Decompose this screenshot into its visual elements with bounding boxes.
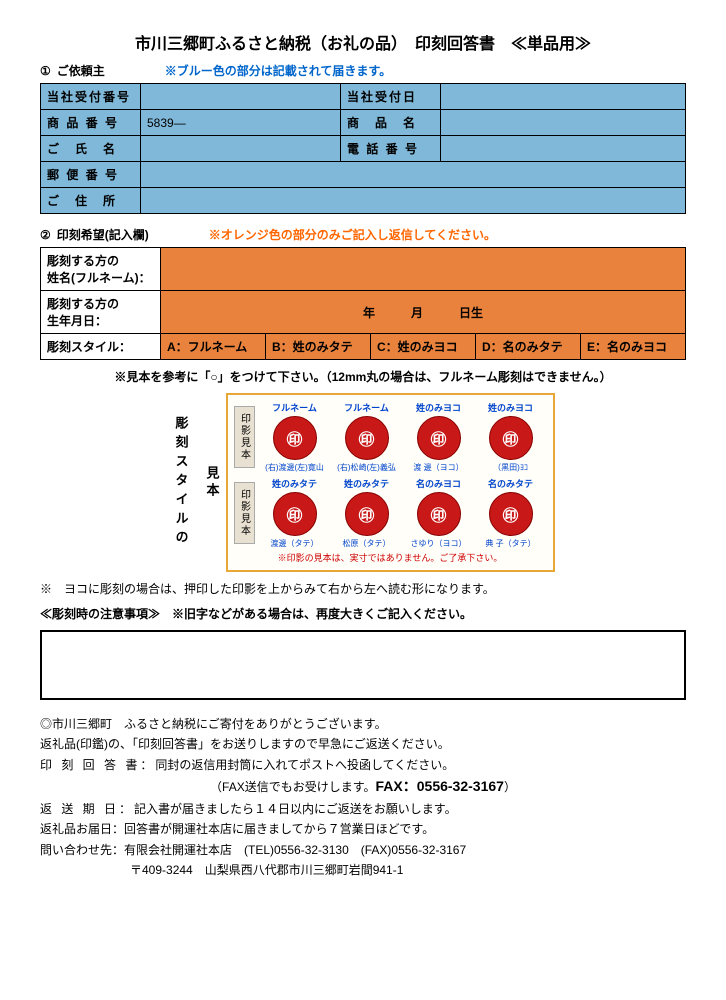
cell-product-name-label: 商 品 名	[341, 110, 441, 136]
cell-name-label: ご 氏 名	[41, 136, 141, 162]
cell-product-name[interactable]	[441, 110, 686, 136]
footer-l8: 〒409-3244 山梨県西八代郡市川三郷町岩間941-1	[40, 860, 686, 880]
page-title: 市川三郷町ふるさと納税（お礼の品） 印刻回答書 ≪単品用≫	[135, 36, 591, 53]
cell-address-label: ご 住 所	[41, 188, 141, 214]
seal-1-1: フルネーム㊞(右)渡邊(左)寛山	[259, 401, 331, 473]
section2-note: ※オレンジ色の部分のみご記入し返信してください。	[209, 226, 496, 243]
sample-vlabel1: 彫刻スタイルの	[172, 416, 191, 549]
cell-receipt-date[interactable]	[441, 84, 686, 110]
cell-receipt-no[interactable]	[141, 84, 341, 110]
engrave-name-label: 彫刻する方の 姓名(フルネーム)：	[41, 248, 161, 291]
cell-product-no-label: 商 品 番 号	[41, 110, 141, 136]
cell-postal-label: 郵 便 番 号	[41, 162, 141, 188]
footer-l6: 返礼品お届日：回答書が開運社本店に届きましてから７営業日ほどです。	[40, 819, 686, 839]
style-b[interactable]: B：姓のみタテ	[266, 334, 371, 360]
seal-row2-label: 印影見本	[234, 482, 255, 544]
cell-receipt-no-label: 当社受付番号	[41, 84, 141, 110]
seal-row-1: 印影見本 フルネーム㊞(右)渡邊(左)寛山 フルネーム㊞(右)松崎(左)義弘 姓…	[234, 401, 547, 473]
cell-product-no[interactable]: 5839―	[141, 110, 341, 136]
engrave-dob-label: 彫刻する方の 生年月日：	[41, 291, 161, 334]
seal-1-4: 姓のみヨコ㊞（黒田)ﾖｺ	[475, 401, 547, 473]
notes-header: ≪彫刻時の注意事項≫ ※旧字などがある場合は、再度大きくご記入ください。	[40, 605, 686, 622]
section2-label: 印刻希望(記入欄)	[57, 226, 149, 243]
seal-2-3: 名のみヨコ㊞さゆり（ヨコ）	[403, 477, 475, 549]
cell-postal[interactable]	[141, 162, 686, 188]
style-a[interactable]: A：フルネーム	[161, 334, 266, 360]
notes-box[interactable]	[40, 630, 686, 700]
requester-table: 当社受付番号 当社受付日 商 品 番 号 5839― 商 品 名 ご 氏 名 電…	[40, 83, 686, 214]
engrave-style-label: 彫刻スタイル：	[41, 334, 161, 360]
seal-2-2: 姓のみタテ㊞松原（タテ）	[331, 477, 403, 549]
seal-1-2: フルネーム㊞(右)松崎(左)義弘	[331, 401, 403, 473]
seal-row-2: 印影見本 姓のみタテ㊞渡邊（タテ） 姓のみタテ㊞松原（タテ） 名のみヨコ㊞さゆり…	[234, 477, 547, 549]
cell-address[interactable]	[141, 188, 686, 214]
footer-l5: 返 送 期 日：記入書が届きましたら１４日以内にご返送をお願いします。	[40, 799, 686, 819]
yoko-note: ※ ヨコに彫刻の場合は、押印した印影を上からみて右から左へ読む形になります。	[40, 580, 686, 597]
section2-num: ②	[40, 228, 51, 242]
style-c[interactable]: C：姓のみヨコ	[371, 334, 476, 360]
section1-num: ①	[40, 64, 51, 78]
cell-receipt-date-label: 当社受付日	[341, 84, 441, 110]
cell-phone[interactable]	[441, 136, 686, 162]
sample-foot: ※印影の見本は、実寸ではありません。ご了承下さい。	[234, 551, 547, 564]
cell-phone-label: 電 話 番 号	[341, 136, 441, 162]
style-d[interactable]: D：名のみタテ	[476, 334, 581, 360]
cell-name[interactable]	[141, 136, 341, 162]
seal-2-4: 名のみタテ㊞典 子（タテ）	[475, 477, 547, 549]
sample-note: ※見本を参考に「○」をつけて下さい。（12mm丸の場合は、フルネーム彫刻はできま…	[40, 368, 686, 385]
sample-vlabel2: 見本	[203, 466, 222, 500]
footer-l7: 問い合わせ先：有限会社開運社本店 (TEL)0556-32-3130 (FAX)…	[40, 840, 686, 860]
section1-note: ※ブルー色の部分は記載されて届きます。	[165, 62, 391, 79]
seal-row1-label: 印影見本	[234, 406, 255, 468]
seal-1-3: 姓のみヨコ㊞渡 邊（ヨコ）	[403, 401, 475, 473]
engrave-name-field[interactable]	[161, 248, 686, 291]
footer: ◎市川三郷町 ふるさと納税にご寄付をありがとうございます。 返礼品(印鑑)の、「…	[40, 714, 686, 881]
footer-l1: ◎市川三郷町 ふるさと納税にご寄付をありがとうございます。	[40, 714, 686, 734]
footer-l4: （FAX送信でもお受けします。FAX：0556-32-3167）	[40, 775, 686, 799]
engrave-dob-field[interactable]: 年 月 日生	[161, 291, 686, 334]
seal-2-1: 姓のみタテ㊞渡邊（タテ）	[259, 477, 331, 549]
footer-l2: 返礼品(印鑑)の、「印刻回答書」をお送りしますので早急にご返送ください。	[40, 734, 686, 754]
section1-label: ご依頼主	[57, 62, 105, 79]
style-e[interactable]: E：名のみヨコ	[581, 334, 686, 360]
engraving-table: 彫刻する方の 姓名(フルネーム)： 彫刻する方の 生年月日： 年 月 日生 彫刻…	[40, 247, 686, 360]
footer-l3: 印 刻 回 答 書：同封の返信用封筒に入れてポストへ投函してください。	[40, 755, 686, 775]
sample-area: 彫刻スタイルの 見本 印影見本 フルネーム㊞(右)渡邊(左)寛山 フルネーム㊞(…	[40, 393, 686, 572]
